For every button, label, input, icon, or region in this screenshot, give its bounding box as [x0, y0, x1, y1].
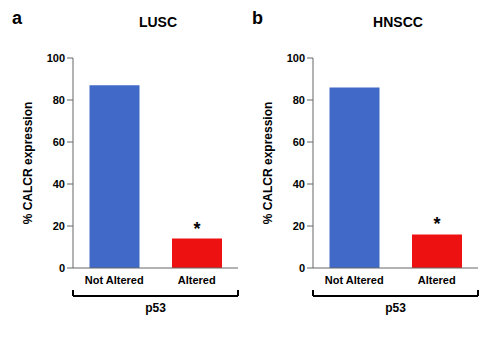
svg-text:p53: p53 — [385, 301, 406, 315]
svg-text:0: 0 — [59, 262, 65, 274]
html-text:a: a — [12, 8, 22, 28]
svg-text:% CALCR expression: % CALCR expression — [21, 102, 35, 225]
svg-text:0: 0 — [299, 262, 305, 274]
svg-text:40: 40 — [293, 178, 305, 190]
svg-text:60: 60 — [53, 136, 65, 148]
html-text:HNSCC: HNSCC — [373, 14, 423, 30]
svg-text:Not Altered: Not Altered — [325, 274, 384, 286]
svg-text:20: 20 — [293, 220, 305, 232]
svg-text:Not Altered: Not Altered — [85, 274, 144, 286]
svg-text:60: 60 — [293, 136, 305, 148]
svg-text:% CALCR expression: % CALCR expression — [261, 102, 275, 225]
svg-text:Altered: Altered — [418, 274, 456, 286]
svg-text:100: 100 — [47, 52, 65, 64]
svg-text:*: * — [433, 214, 440, 234]
svg-text:20: 20 — [53, 220, 65, 232]
svg-text:40: 40 — [53, 178, 65, 190]
html-text:LUSC: LUSC — [138, 14, 178, 30]
svg-text:80: 80 — [53, 94, 65, 106]
svg-text:Altered: Altered — [178, 274, 216, 286]
html-text:b: b — [252, 8, 263, 28]
svg-text:*: * — [193, 219, 200, 239]
svg-text:100: 100 — [287, 52, 305, 64]
svg-text:80: 80 — [293, 94, 305, 106]
svg-text:p53: p53 — [145, 301, 166, 315]
